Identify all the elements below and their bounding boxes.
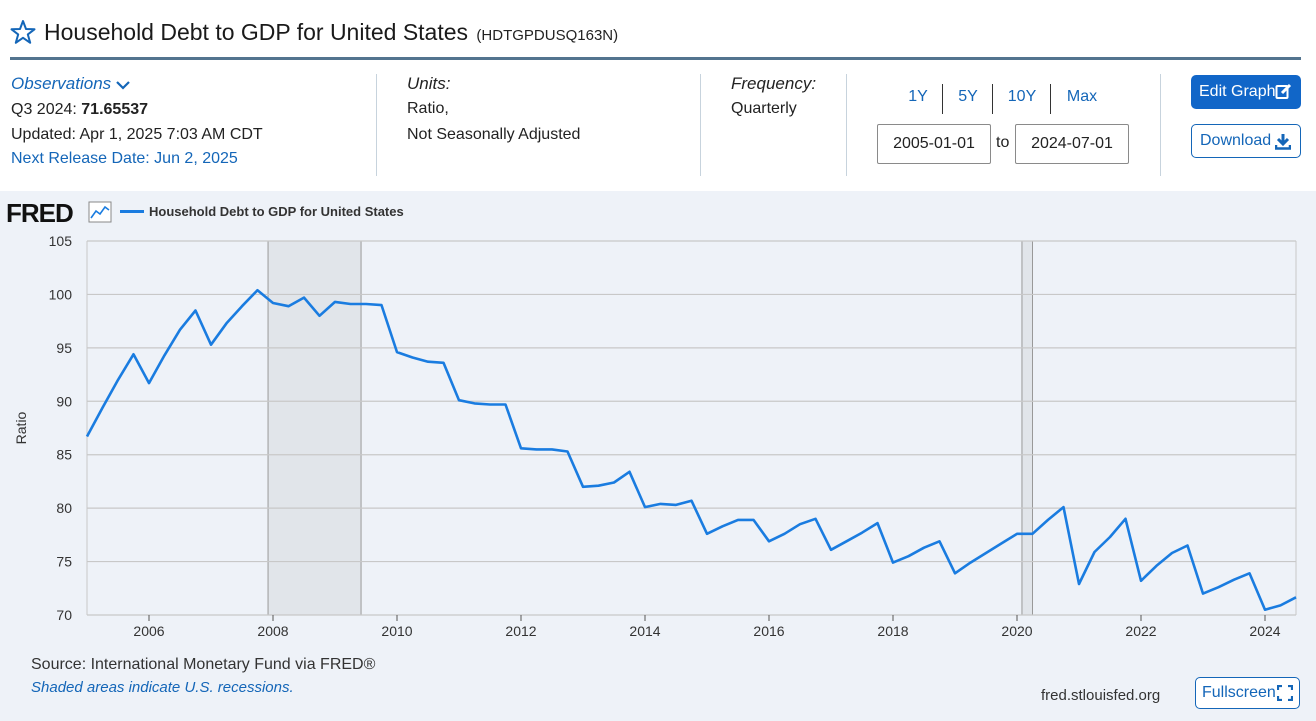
page-title: Household Debt to GDP for United States … xyxy=(44,19,618,46)
fullscreen-button[interactable]: Fullscreen xyxy=(1195,677,1300,709)
y-tick-label: 80 xyxy=(56,500,72,516)
frequency-heading: Frequency: xyxy=(731,74,817,93)
title-bar: Household Debt to GDP for United States … xyxy=(0,0,1316,60)
end-date-input[interactable]: 2024-07-01 xyxy=(1015,124,1129,164)
source-text: Source: International Monetary Fund via … xyxy=(31,656,376,673)
range-separator xyxy=(992,84,993,114)
x-tick-label: 2012 xyxy=(505,623,536,639)
observation-period: Q3 2024: xyxy=(11,101,77,118)
y-tick-label: 95 xyxy=(56,340,72,356)
divider xyxy=(376,74,377,176)
edit-graph-label: Edit Graph xyxy=(1199,83,1276,100)
star-icon[interactable] xyxy=(10,19,36,45)
y-tick-label: 90 xyxy=(56,393,72,409)
edit-graph-button[interactable]: Edit Graph xyxy=(1191,75,1301,109)
y-tick-label: 85 xyxy=(56,447,72,463)
download-button[interactable]: Download xyxy=(1191,124,1301,158)
divider xyxy=(700,74,701,176)
chevron-down-icon xyxy=(116,80,130,90)
y-axis-label: Ratio xyxy=(13,411,29,444)
plot-area xyxy=(87,241,1296,615)
observation-value: 71.65537 xyxy=(81,101,149,118)
observations-dropdown[interactable]: Observations xyxy=(11,74,131,94)
range-max-button[interactable]: Max xyxy=(1066,88,1098,105)
divider xyxy=(1160,74,1161,176)
y-tick-label: 105 xyxy=(49,233,73,249)
range-separator xyxy=(942,84,943,114)
fullscreen-icon xyxy=(1277,685,1293,701)
legend-label: Household Debt to GDP for United States xyxy=(149,204,404,219)
x-tick-label: 2010 xyxy=(381,623,412,639)
recession-band xyxy=(1021,241,1033,615)
y-tick-label: 70 xyxy=(56,607,72,623)
units-line-2: Not Seasonally Adjusted xyxy=(407,126,581,143)
x-tick-label: 2022 xyxy=(1125,623,1156,639)
y-tick-label: 75 xyxy=(56,554,72,570)
units-line-1: Ratio, xyxy=(407,100,449,117)
download-label: Download xyxy=(1200,132,1272,149)
next-release-link[interactable]: Next Release Date: Jun 2, 2025 xyxy=(11,150,238,167)
edit-icon xyxy=(1275,83,1292,99)
divider xyxy=(846,74,847,176)
recession-note: Shaded areas indicate U.S. recessions. xyxy=(31,679,294,696)
to-label: to xyxy=(996,134,1010,151)
observations-label: Observations xyxy=(11,74,112,93)
range-1y-button[interactable]: 1Y xyxy=(908,88,928,105)
range-separator xyxy=(1050,84,1051,114)
grid xyxy=(86,240,1297,616)
range-10y-button[interactable]: 10Y xyxy=(1007,88,1037,105)
units-heading: Units: xyxy=(407,74,451,93)
x-tick-label: 2020 xyxy=(1001,623,1032,639)
x-tick-label: 2024 xyxy=(1249,623,1280,639)
legend-swatch xyxy=(120,210,144,213)
y-axis-ticks: 70 75 80 85 90 95 100 105 xyxy=(49,233,73,623)
y-tick-label: 100 xyxy=(49,286,73,302)
x-axis-ticks: 2006 2008 2010 2012 2014 2016 2018 2020 2022 2024 xyxy=(133,615,1281,639)
x-tick-label: 2016 xyxy=(753,623,784,639)
range-5y-button[interactable]: 5Y xyxy=(958,88,978,105)
download-icon xyxy=(1275,134,1291,150)
x-tick-label: 2014 xyxy=(629,623,660,639)
x-tick-label: 2008 xyxy=(257,623,288,639)
start-date-input[interactable]: 2005-01-01 xyxy=(877,124,991,164)
fred-graph-icon xyxy=(88,201,112,223)
series xyxy=(85,288,1297,612)
series-id: (HDTGPDUSQ163N) xyxy=(476,27,619,44)
x-tick-label: 2006 xyxy=(133,623,164,639)
title-divider xyxy=(10,57,1301,60)
series-title: Household Debt to GDP for United States xyxy=(44,19,469,45)
fred-logo: FRED xyxy=(6,198,74,228)
frequency-value: Quarterly xyxy=(731,100,797,117)
fred-url: fred.stlouisfed.org xyxy=(1041,687,1161,704)
series-line xyxy=(85,288,1297,612)
updated-text: Updated: Apr 1, 2025 7:03 AM CDT xyxy=(11,126,263,143)
fullscreen-label: Fullscreen xyxy=(1202,684,1276,701)
x-tick-label: 2018 xyxy=(877,623,908,639)
latest-observation: Q3 2024: 71.65537 xyxy=(11,101,148,119)
chart-panel xyxy=(0,191,1316,721)
